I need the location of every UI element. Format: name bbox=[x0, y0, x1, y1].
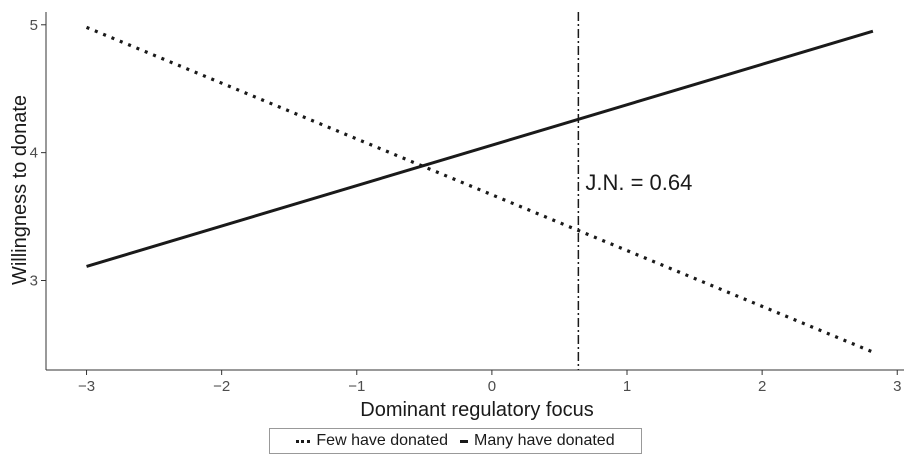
x-tick-label: 2 bbox=[758, 378, 766, 395]
legend-key-solid bbox=[460, 439, 469, 443]
series-line-few-have-donated bbox=[85, 25, 874, 354]
legend-label-few: Few have donated bbox=[316, 432, 449, 449]
x-tick-label: −3 bbox=[78, 378, 95, 395]
x-tick-label: 0 bbox=[488, 378, 496, 395]
x-tick-label: 3 bbox=[893, 378, 901, 395]
legend-label-many: Many have donated bbox=[474, 432, 615, 449]
legend-item-few: Few have donated bbox=[296, 432, 448, 450]
y-tick-label: 4 bbox=[30, 145, 38, 162]
y-tick-label: 3 bbox=[30, 273, 38, 290]
legend: Few have donated Many have donated bbox=[269, 428, 642, 454]
x-tick-label: −2 bbox=[213, 378, 230, 395]
jn-annotation: J.N. = 0.64 bbox=[585, 170, 692, 195]
y-axis-title: Willingness to donate bbox=[9, 95, 31, 285]
legend-item-many: Many have donated bbox=[460, 432, 615, 450]
legend-key-dotted bbox=[296, 439, 311, 443]
y-tick-label: 5 bbox=[30, 17, 38, 34]
x-axis-title: Dominant regulatory focus bbox=[360, 399, 593, 421]
x-tick-label: −1 bbox=[348, 378, 365, 395]
x-tick-label: 1 bbox=[623, 378, 631, 395]
series-line-many-have-donated bbox=[86, 29, 874, 268]
